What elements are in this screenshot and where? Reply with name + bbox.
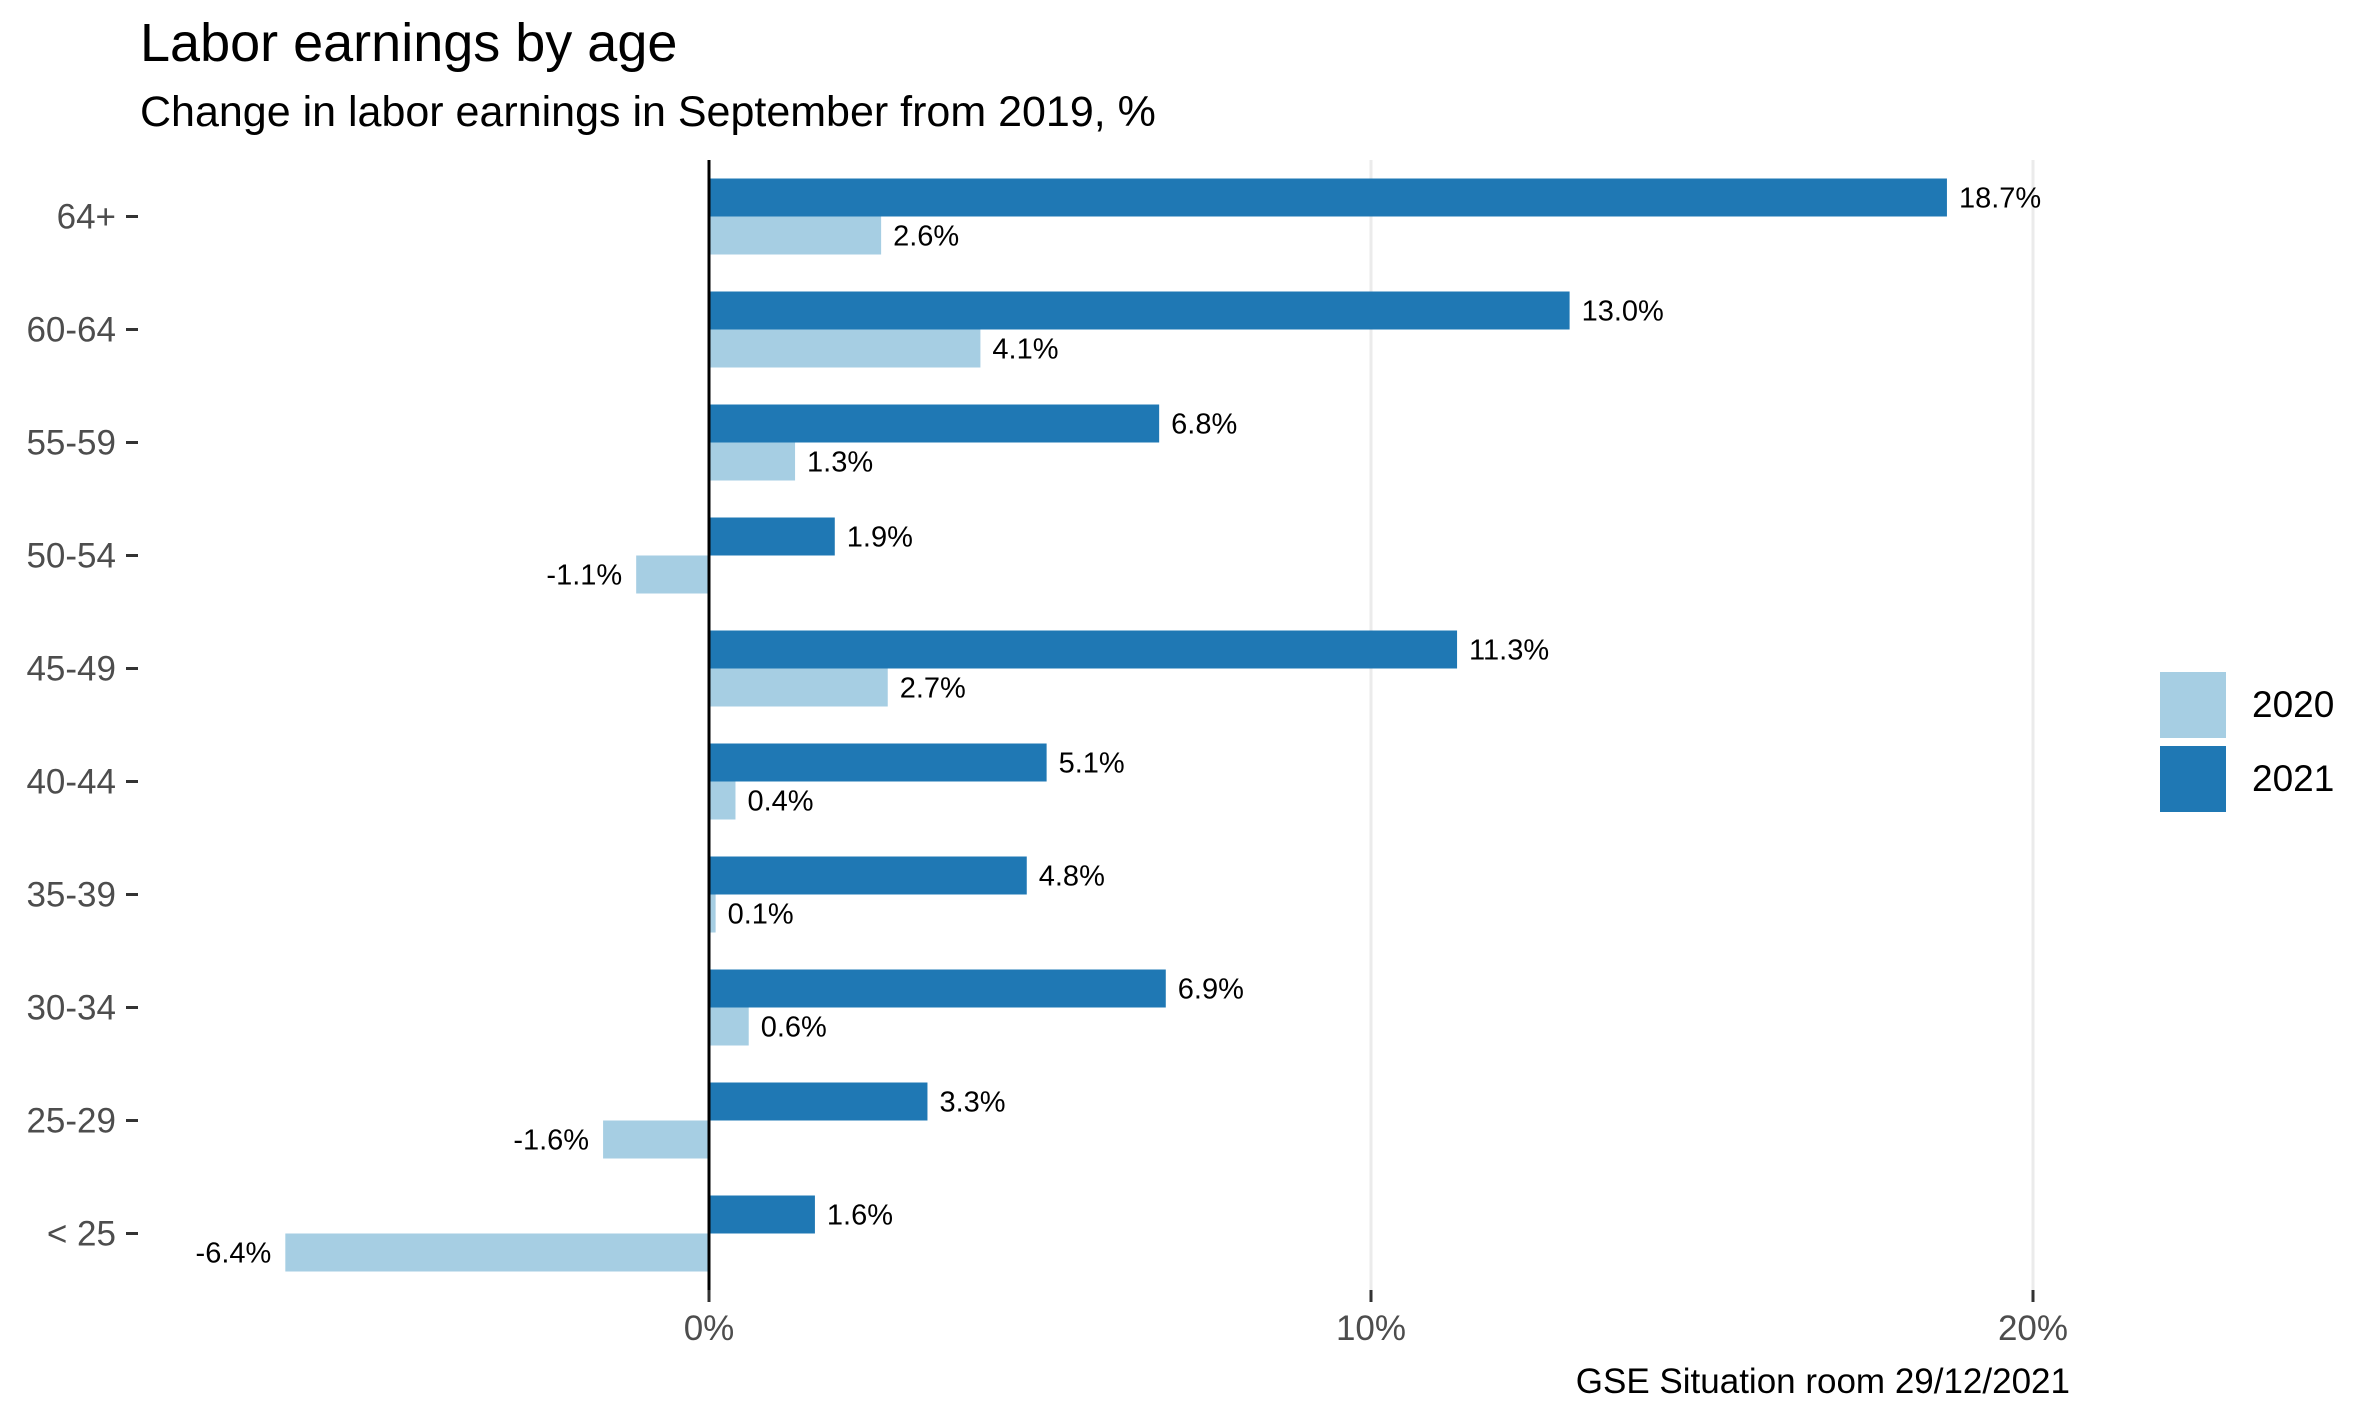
data-label-2020-30-34: 0.6%: [761, 1012, 827, 1044]
y-tick-label: 64+: [57, 198, 116, 237]
bar-2021-30-34: [709, 969, 1166, 1008]
bar-2021-60-64: [709, 291, 1570, 330]
data-label-2020-40-44: 0.4%: [747, 786, 813, 818]
data-label-2020-25-29: -1.6%: [513, 1125, 589, 1157]
bar-2020-50-54: [636, 555, 709, 594]
chart-title: Labor earnings by age: [140, 13, 678, 73]
legend-label-2020: 2020: [2252, 684, 2335, 725]
bar-2021-55-59: [709, 404, 1160, 443]
data-label-2021-40-44: 5.1%: [1059, 748, 1125, 780]
data-label-2021-35-39: 4.8%: [1039, 861, 1105, 893]
grid-lines: [1369, 160, 2035, 1290]
data-label-2020-55-59: 1.3%: [807, 447, 873, 479]
data-label-2021-30-34: 6.9%: [1178, 974, 1244, 1006]
data-labels: -6.4% 1.6% -1.6% 3.3% 0.6% 6.9% 0.1% 4.8% 0.4% 5.…: [196, 183, 2042, 1270]
bar-2020-40-44: [709, 781, 736, 820]
bar-2021-25: [709, 1195, 815, 1234]
x-tick-label: 0%: [684, 1309, 735, 1348]
data-label-2020-35-39: 0.1%: [728, 899, 794, 931]
bar-2020-60-64: [709, 329, 981, 368]
legend-label-2021: 2021: [2252, 758, 2335, 799]
data-label-2021-45-49: 11.3%: [1469, 635, 1549, 667]
data-label-2020-25: -6.4%: [196, 1238, 272, 1270]
legend-item-2020: 2020: [2160, 668, 2334, 742]
data-label-2020-50-54: -1.1%: [546, 560, 622, 592]
data-label-2020-45-49: 2.7%: [900, 673, 966, 705]
bar-2021-64: [709, 178, 1947, 217]
y-tick-label: 30-34: [26, 989, 116, 1028]
y-tick-label: 55-59: [26, 424, 116, 463]
data-label-2021-55-59: 6.8%: [1171, 409, 1237, 441]
y-tick-label: 40-44: [26, 763, 116, 802]
data-label-2021-25: 1.6%: [827, 1200, 893, 1232]
y-tick-label: 45-49: [26, 650, 116, 689]
data-label-2021-50-54: 1.9%: [847, 522, 913, 554]
y-tick-label: < 25: [47, 1215, 116, 1254]
bar-2021-45-49: [709, 630, 1458, 669]
data-label-2021-25-29: 3.3%: [939, 1087, 1005, 1119]
bar-2020-55-59: [709, 442, 796, 481]
bar-2020-45-49: [709, 668, 888, 707]
y-axis: < 25 25-29 30-34 35-39 40-44 45-49 50-54 55-59 6…: [26, 198, 138, 1254]
legend-swatch-2020: [2160, 672, 2226, 738]
legend: 2020 2021: [2160, 668, 2334, 816]
data-label-2021-60-64: 13.0%: [1582, 296, 1664, 328]
legend-item-2021: 2021: [2160, 742, 2334, 816]
bar-2020-64: [709, 216, 882, 255]
data-label-2020-64: 2.6%: [893, 221, 959, 253]
bar-2021-35-39: [709, 856, 1027, 895]
bar-2020-30-34: [709, 1007, 749, 1046]
chart-subtitle: Change in labor earnings in September fr…: [140, 88, 1156, 136]
bar-2020-25-29: [603, 1120, 709, 1159]
legend-swatch-2021: [2160, 746, 2226, 812]
data-label-2021-64: 18.7%: [1959, 183, 2041, 215]
x-axis: 0% 10% 20%: [684, 1290, 2068, 1348]
bar-2020-25: [285, 1233, 709, 1272]
bar-2021-25-29: [709, 1082, 928, 1121]
y-tick-label: 50-54: [26, 537, 116, 576]
y-tick-label: 25-29: [26, 1102, 116, 1141]
data-label-2020-60-64: 4.1%: [992, 334, 1058, 366]
bars: [285, 178, 1947, 1272]
x-tick-label: 10%: [1336, 1309, 1406, 1348]
bar-2020-35-39: [709, 894, 716, 933]
y-tick-label: 60-64: [26, 311, 116, 350]
x-tick-label: 20%: [1998, 1309, 2068, 1348]
bar-2021-50-54: [709, 517, 835, 556]
source-caption: GSE Situation room 29/12/2021: [1575, 1362, 2070, 1401]
y-tick-label: 35-39: [26, 876, 116, 915]
bar-2021-40-44: [709, 743, 1047, 782]
